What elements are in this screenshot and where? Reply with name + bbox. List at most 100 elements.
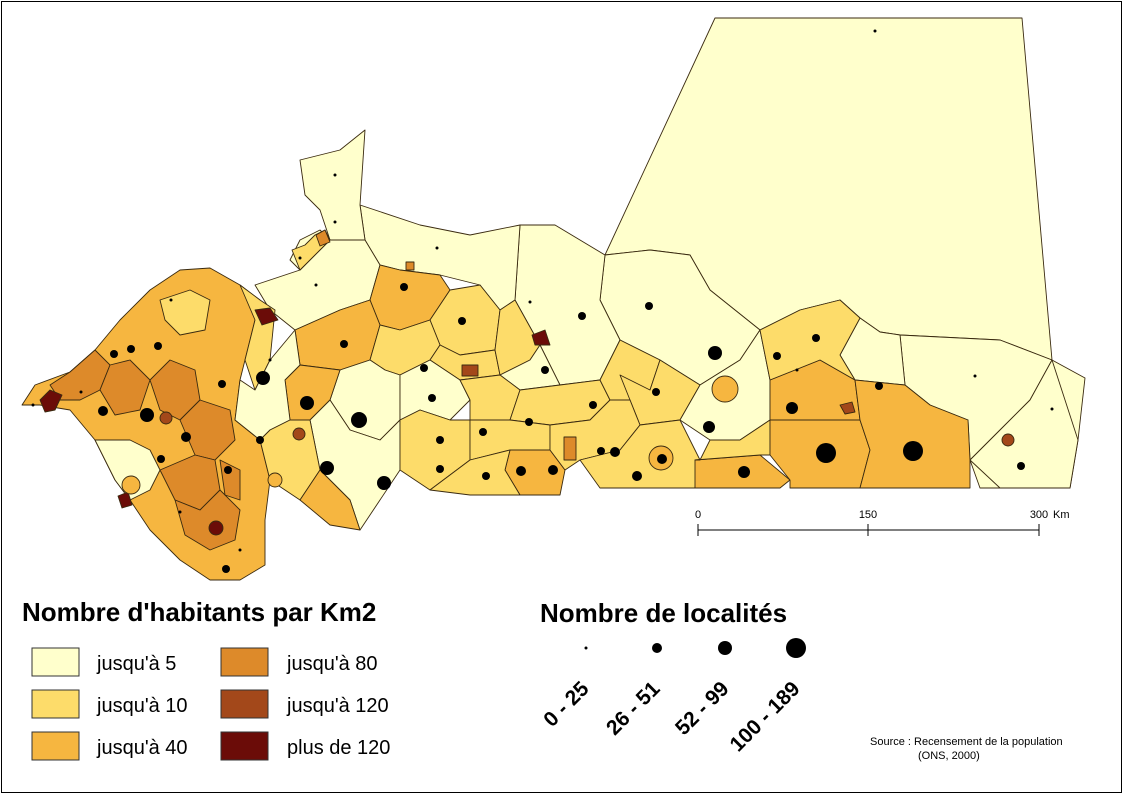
enclave-circle[interactable] bbox=[121, 475, 141, 495]
scale-tick-300: 300 bbox=[1030, 509, 1048, 521]
locality-label-2: 26 - 51 bbox=[602, 677, 665, 740]
locality-dot bbox=[479, 428, 487, 436]
locality-dot bbox=[875, 382, 883, 390]
region-west-14[interactable] bbox=[159, 289, 211, 336]
locality-symbol-xlarge bbox=[786, 638, 806, 658]
region-dark-9[interactable] bbox=[315, 229, 331, 247]
region-south-14[interactable] bbox=[429, 449, 521, 496]
locality-label-1: 0 - 25 bbox=[539, 677, 593, 731]
region-south-15[interactable] bbox=[579, 419, 701, 489]
locality-dot bbox=[377, 476, 391, 490]
region-dark-4[interactable] bbox=[117, 491, 133, 509]
locality-dot bbox=[300, 396, 314, 410]
locality-dot bbox=[436, 465, 444, 473]
locality-dot bbox=[873, 29, 877, 33]
locality-dot bbox=[578, 312, 586, 320]
locality-label-4: 100 - 189 bbox=[726, 677, 805, 756]
enclave-circle[interactable] bbox=[208, 520, 224, 536]
locality-dot bbox=[589, 401, 597, 409]
locality-dot bbox=[140, 408, 154, 422]
locality-dot bbox=[98, 406, 108, 416]
locality-dot bbox=[178, 510, 182, 514]
region-dark-1[interactable] bbox=[39, 389, 63, 413]
localities-legend-title: Nombre de localités bbox=[540, 598, 787, 628]
locality-dot bbox=[610, 447, 620, 457]
legend-swatch-class3 bbox=[31, 731, 80, 761]
locality-dot bbox=[400, 283, 408, 291]
choropleth-map bbox=[21, 17, 1086, 581]
locality-dot bbox=[773, 352, 781, 360]
locality-dot bbox=[79, 390, 83, 394]
region-west-6[interactable] bbox=[94, 439, 161, 501]
scale-tick-0: 0 bbox=[695, 509, 701, 521]
locality-dot bbox=[597, 447, 605, 455]
locality-dot bbox=[548, 465, 558, 475]
locality-dot bbox=[218, 380, 226, 388]
locality-dot bbox=[333, 220, 337, 224]
locality-dot bbox=[795, 368, 799, 372]
legend-swatch-class4 bbox=[220, 647, 269, 677]
locality-dot bbox=[238, 548, 242, 552]
region-center-north-d[interactable] bbox=[299, 129, 366, 241]
legend-swatch-class1 bbox=[31, 647, 80, 677]
locality-dot bbox=[256, 371, 270, 385]
enclave-circle[interactable] bbox=[267, 472, 283, 488]
region-east-5[interactable] bbox=[759, 299, 861, 381]
density-legend: Nombre d'habitants par Km2 jusqu'à 5 jus… bbox=[22, 597, 390, 761]
locality-dot bbox=[1017, 462, 1025, 470]
locality-dot bbox=[420, 364, 428, 372]
locality-dot bbox=[110, 350, 118, 358]
region-south-17[interactable] bbox=[694, 419, 771, 461]
legend-label-class2: jusqu'à 10 bbox=[96, 695, 188, 717]
locality-dot bbox=[786, 402, 798, 414]
enclave-circle[interactable] bbox=[711, 375, 739, 403]
locality-dot bbox=[657, 454, 667, 464]
locality-dot bbox=[458, 317, 466, 325]
localities-legend: Nombre de localités 0 - 25 26 - 51 52 - … bbox=[539, 598, 806, 756]
region-dark-8[interactable] bbox=[405, 261, 415, 271]
locality-dot bbox=[541, 366, 549, 374]
locality-dot bbox=[738, 466, 750, 478]
legend-label-class6: plus de 120 bbox=[287, 737, 390, 759]
locality-dot bbox=[428, 394, 436, 402]
locality-dot bbox=[652, 388, 660, 396]
locality-dot bbox=[157, 455, 165, 463]
region-dark-7[interactable] bbox=[563, 436, 577, 461]
scale-bar: 0 150 300 Km bbox=[695, 509, 1070, 536]
scale-unit: Km bbox=[1053, 509, 1070, 521]
enclave-circle[interactable] bbox=[292, 427, 306, 441]
region-west-3[interactable] bbox=[234, 329, 301, 441]
density-legend-title: Nombre d'habitants par Km2 bbox=[22, 597, 376, 627]
region-west-5[interactable] bbox=[299, 469, 361, 531]
locality-dot bbox=[31, 403, 35, 407]
region-dark-6[interactable] bbox=[839, 401, 856, 415]
locality-dot bbox=[222, 565, 230, 573]
locality-dot bbox=[351, 412, 367, 428]
region-dark-3[interactable] bbox=[531, 329, 551, 346]
enclave-circle[interactable] bbox=[159, 411, 173, 425]
locality-dot bbox=[435, 246, 439, 250]
enclave-circle[interactable] bbox=[1001, 433, 1015, 447]
locality-dot bbox=[320, 461, 334, 475]
region-dark-2[interactable] bbox=[254, 307, 279, 326]
legend-swatch-class6 bbox=[220, 731, 269, 761]
source-note: Source : Recensement de la population (O… bbox=[870, 736, 1063, 762]
region-east-7[interactable] bbox=[854, 379, 971, 489]
locality-dot bbox=[645, 302, 653, 310]
region-east-2[interactable] bbox=[969, 359, 1079, 489]
legend-label-class5: jusqu'à 120 bbox=[286, 695, 389, 717]
locality-dot bbox=[703, 421, 715, 433]
source-line-1: Source : Recensement de la population bbox=[870, 736, 1063, 748]
locality-dots bbox=[31, 29, 1054, 573]
locality-dot bbox=[528, 300, 532, 304]
region-west-12[interactable] bbox=[174, 489, 241, 551]
locality-dot bbox=[333, 173, 337, 177]
locality-dot bbox=[816, 443, 836, 463]
region-dark-5[interactable] bbox=[461, 364, 479, 377]
locality-dot bbox=[340, 340, 348, 348]
locality-dot bbox=[708, 346, 722, 360]
locality-dot bbox=[1050, 407, 1054, 411]
locality-dot bbox=[973, 374, 977, 378]
